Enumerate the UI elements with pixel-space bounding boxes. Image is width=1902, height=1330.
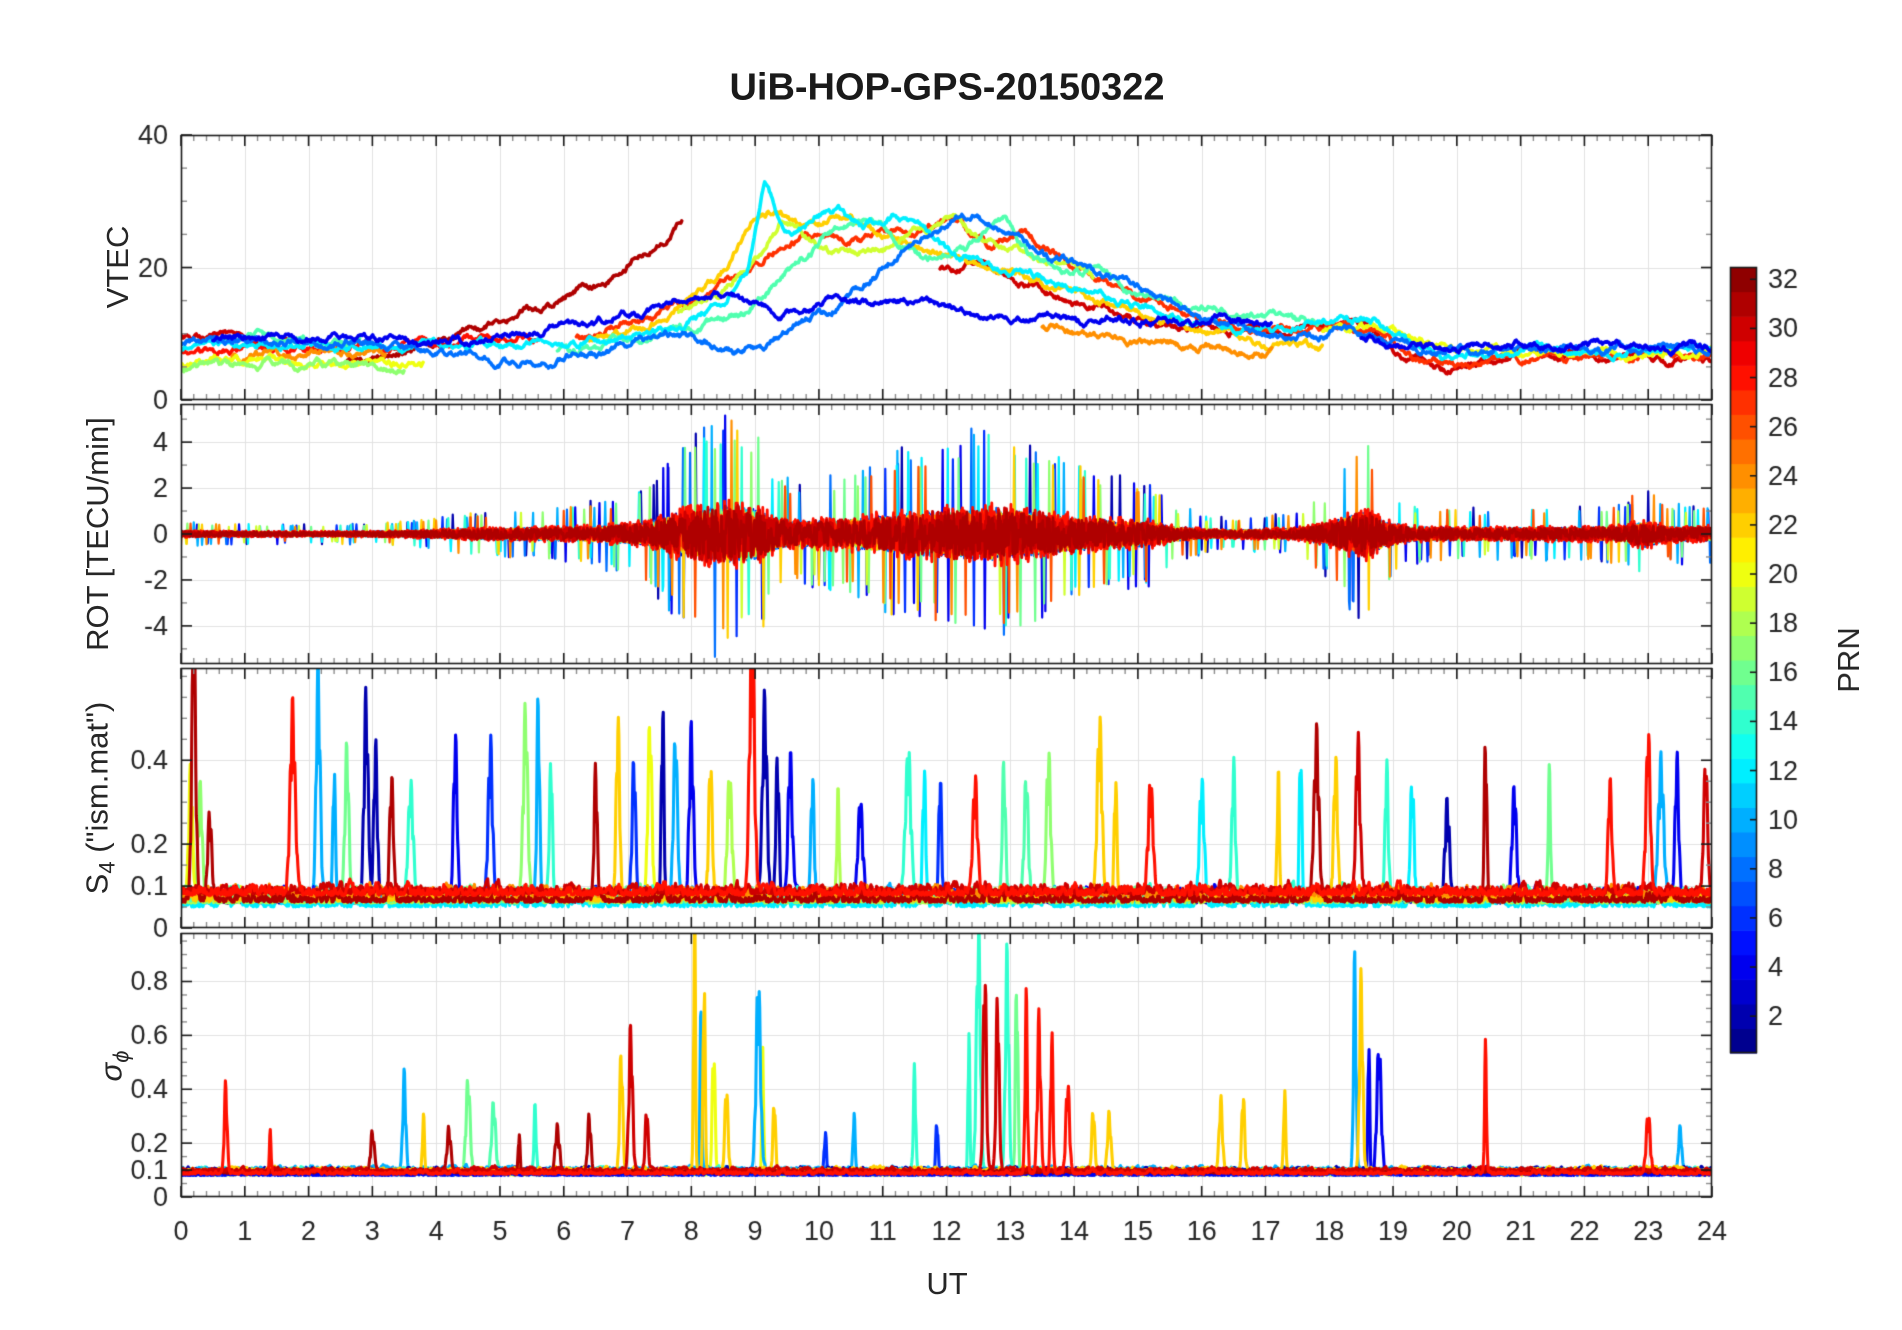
y-axis-label-s4: S4 ("ism.mat") <box>79 701 120 895</box>
y-axis-label-rot: ROT [TECU/min] <box>80 417 115 651</box>
chart-title: UiB-HOP-GPS-20150322 <box>729 66 1165 109</box>
colorbar-label: PRN <box>1831 627 1866 693</box>
x-axis-label: UT <box>926 1266 968 1301</box>
y-axis-label-sigma-phi: σϕ <box>93 1050 134 1082</box>
y-axis-label-vtec: VTEC <box>100 225 135 309</box>
